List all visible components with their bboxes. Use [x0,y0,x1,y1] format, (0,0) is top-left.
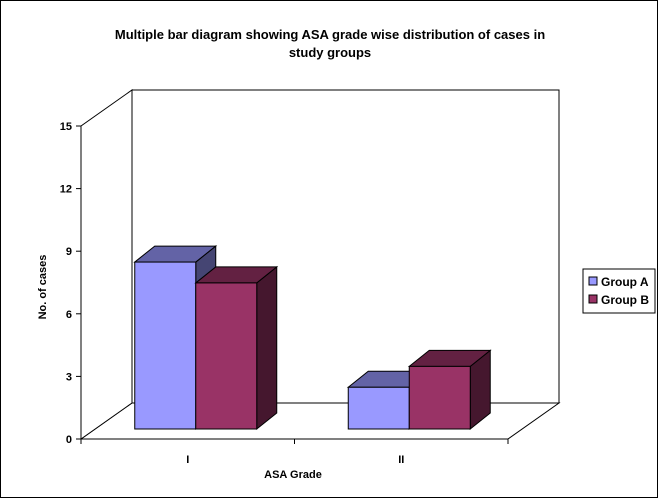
bar-side [256,265,278,431]
x-tick-label-0: I [186,454,189,466]
y-tick-label-5: 15 [60,121,72,133]
legend-swatch-group-b [588,294,598,304]
side-wall [80,89,133,440]
chart-title: Multiple bar diagram showing ASA grade w… [115,27,545,60]
bars [133,245,492,431]
y-tick-label-4: 12 [60,184,72,196]
y-axis-ticks: 0 3 6 9 12 15 [60,121,81,446]
bar-group-b-ii [407,349,492,431]
bar-front [195,282,258,430]
bar-front [347,386,410,430]
legend-label-group-a: Group A [601,275,649,289]
y-tick-label-0: 0 [66,434,72,446]
x-axis-ticks: I II [80,439,509,466]
legend-label-group-b: Group B [601,293,649,307]
bar-front [408,365,471,430]
legend: Group A Group B [582,268,656,314]
legend-box [582,268,656,314]
y-axis-title: No. of cases [37,255,49,320]
y-tick-label-1: 3 [66,371,72,383]
bar-front [134,261,197,430]
chart-title-line-1: Multiple bar diagram showing ASA grade w… [115,27,545,42]
chart-title-line-2: study groups [289,45,371,60]
legend-swatch-group-a [588,276,598,286]
x-axis-title: ASA Grade [264,469,322,481]
y-tick-label-3: 9 [66,246,72,258]
x-tick-label-1: II [398,454,404,466]
bar-group-b-i [194,265,279,431]
y-tick-label-2: 6 [66,309,72,321]
